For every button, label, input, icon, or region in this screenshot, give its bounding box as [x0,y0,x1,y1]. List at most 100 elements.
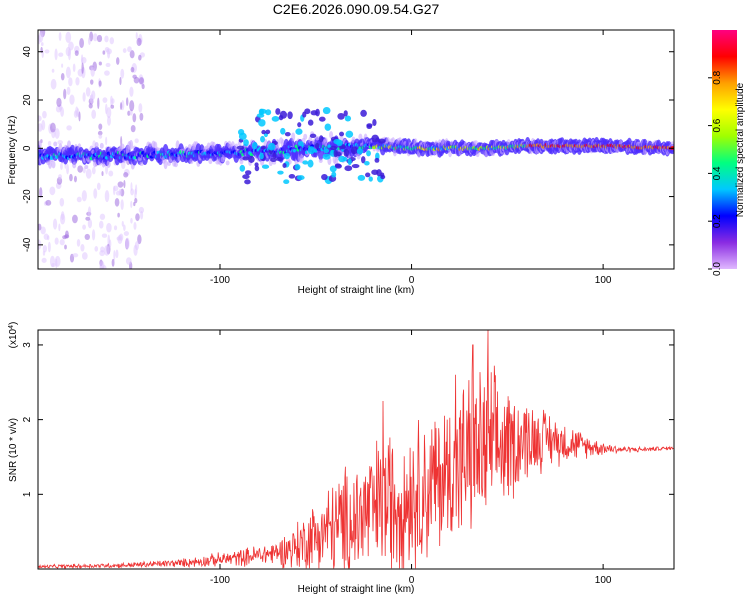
spectrogram-band-edge [299,153,304,164]
spectrogram-blob [334,163,342,169]
spectrogram-blob [261,129,266,135]
snr-y-label: SNR (10 * v/v) [8,418,19,482]
spectrogram-blob [333,138,342,145]
spectrogram-haze [125,257,132,265]
snr-y-tick-label: 1 [22,491,33,497]
spectrogram-band-edge [475,150,480,158]
spectrogram-haze [76,239,81,247]
spectrogram-haze [139,112,144,121]
spectrogram-blob [261,164,270,169]
spectrogram-blob [343,110,348,117]
spectrogram-haze [38,115,42,122]
spectrogram-haze [138,103,143,113]
spectrogram-haze [125,97,129,107]
spectrogram-blob [243,139,249,147]
spectrogram-haze [81,252,88,260]
spectrogram-band-edge [48,159,53,169]
spectrogram-blob [344,165,353,172]
spectrogram-haze [106,107,112,119]
spectrogram-haze [104,35,109,43]
spectrogram-haze [54,128,60,139]
spectrogram-haze [119,77,122,86]
colorbar-tick-label: 0.6 [712,118,723,132]
spectrogram-blob [302,160,309,165]
spectrogram-haze [130,66,135,73]
spectrogram-haze [41,119,46,131]
spectrogram-haze [60,106,64,117]
spectrogram-haze [91,109,97,120]
spectrogram-haze [129,86,134,97]
spectrogram-haze [55,105,62,113]
spectrogram-haze [108,170,114,177]
spectrogram-haze [137,234,142,245]
spectrogram-blob [318,116,326,122]
spectrogram-haze [104,70,110,76]
spectrogram-panel: -100 0 100 -40 -20 0 20 40 Height of straight … [7,29,675,296]
colorbar-gradient [712,30,737,269]
spectrogram-blob [283,179,290,185]
spectrogram-haze [61,63,64,68]
spectrogram-blob [324,123,332,131]
spectrogram-band-edge [84,164,89,170]
spectrogram-haze [106,222,112,233]
spectrogram-y-label: Frequency (Hz) [7,116,18,185]
spectrogram-band-edge [291,132,296,142]
spectrogram-haze [90,66,95,77]
spectrogram-y-tick-label: -20 [22,189,33,204]
spectrogram-haze [123,231,130,236]
chart-title: C2E6.2026.090.09.54.G27 [272,1,440,17]
spectrogram-haze [50,78,57,90]
spectrogram-haze [80,54,84,65]
spectrogram-haze [42,110,47,119]
spectrogram-band-edge [99,142,104,149]
spectrogram-haze [60,162,63,170]
spectrogram-haze [127,46,132,53]
spectrogram-haze [44,49,50,54]
spectrogram-haze [72,63,76,73]
spectrogram-haze [42,245,48,253]
spectrogram-haze [58,52,64,57]
spectrogram-haze [99,220,104,229]
spectrogram-haze [85,168,92,179]
spectrogram-haze [54,237,59,245]
spectrogram-y-tick-label: 40 [22,46,33,58]
spectrogram-haze [123,172,129,178]
spectrogram-haze [69,173,73,182]
colorbar-tick-label: 0.2 [712,214,723,228]
spectrogram-haze [105,62,111,68]
spectrogram-haze [133,244,138,256]
spectrogram-haze [99,213,106,220]
spectrogram-blob [309,133,317,138]
spectrogram-band-edge [303,133,308,140]
spectrogram-band-edge [163,159,168,170]
spectrogram-blob [366,124,373,130]
spectrogram-y-tick-label: 0 [22,145,33,151]
spectrogram-haze [102,265,107,269]
spectrogram-haze [120,199,124,211]
snr-frame [37,329,675,570]
spectrogram-haze [133,201,136,207]
snr-x-label: Height of straight line (km) [298,584,415,595]
spectrogram-haze [129,100,135,112]
spectrogram-blob [276,157,283,162]
spectrogram-haze [38,32,44,43]
spectrogram-haze [81,62,84,74]
spectrogram-haze [107,50,111,59]
spectrogram-x-tick-label: 100 [595,275,612,286]
spectrogram-haze [82,167,86,174]
spectrogram-haze [38,223,42,231]
spectrogram-blob [248,155,255,163]
spectrogram-haze [121,220,124,227]
spectrogram-haze [63,88,67,100]
spectrogram-band-edge [329,131,334,139]
spectrogram-haze [134,138,139,144]
spectrogram-haze [82,92,86,102]
spectrogram-haze [123,179,126,189]
spectrogram-blob [322,153,331,160]
spectrogram-haze [81,190,87,202]
spectrogram-haze [96,182,101,191]
spectrogram-haze [138,77,144,85]
spectrogram-blob [239,164,246,172]
spectrogram-blob [275,108,281,115]
spectrogram-haze [52,218,58,230]
